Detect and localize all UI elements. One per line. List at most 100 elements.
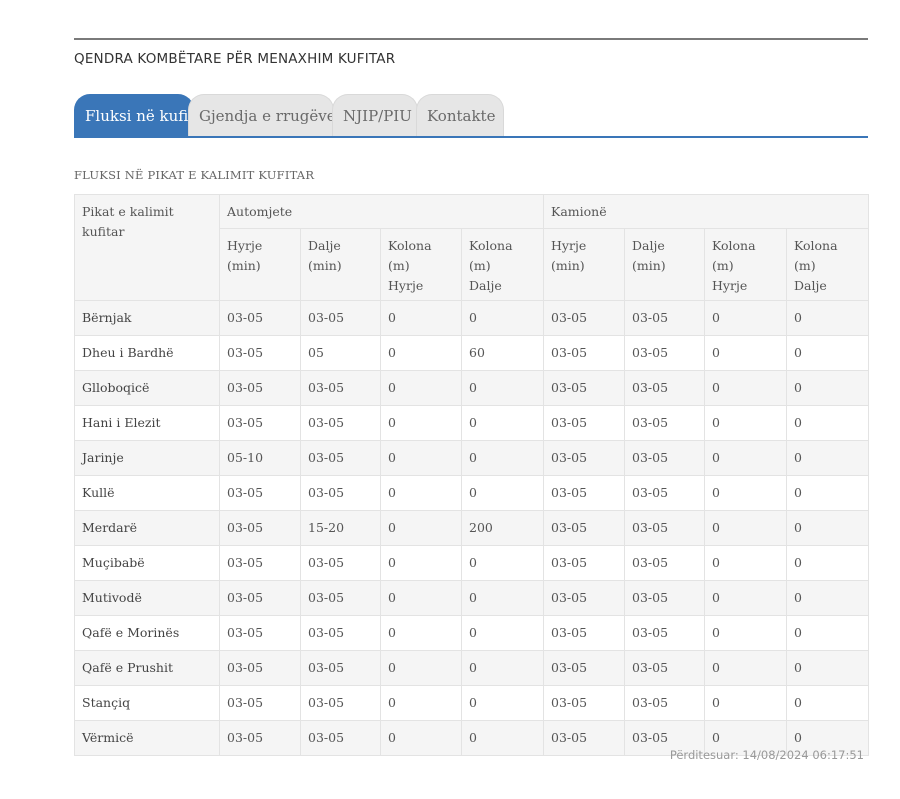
table-cell: 03-05 bbox=[624, 650, 705, 686]
table-cell: 03-05 bbox=[543, 405, 625, 441]
column-header: Dalje (min) bbox=[624, 228, 705, 301]
table-cell: 0 bbox=[461, 475, 544, 511]
table-row: Bërnjak 03-05 03-05 0 0 03-05 03-05 0 0 bbox=[74, 300, 869, 336]
table-cell: 0 bbox=[704, 615, 787, 651]
table-cell: 15-20 bbox=[300, 510, 381, 546]
table-cell: 03-05 bbox=[543, 475, 625, 511]
table-cell: 0 bbox=[461, 545, 544, 581]
table-cell: 0 bbox=[786, 335, 869, 371]
table-cell: 0 bbox=[786, 545, 869, 581]
table-row: Qafë e Prushit 03-05 03-05 0 0 03-05 03-05 0 0 bbox=[74, 650, 869, 686]
table-cell: 03-05 bbox=[300, 580, 381, 616]
table-cell: 0 bbox=[786, 370, 869, 406]
table-cell: 0 bbox=[704, 475, 787, 511]
crossing-point-name: Kullë bbox=[74, 475, 220, 511]
table-cell: 0 bbox=[380, 685, 462, 721]
column-header-line: Hyrje bbox=[227, 238, 263, 253]
table-cell: 0 bbox=[380, 720, 462, 756]
table-cell: 03-05 bbox=[300, 650, 381, 686]
group-header-automjete: Automjete bbox=[219, 194, 544, 229]
table-cell: 05-10 bbox=[219, 440, 301, 476]
crossing-point-name: Muçibabë bbox=[74, 545, 220, 581]
column-header: Kolona (m) Hyrje bbox=[380, 228, 462, 301]
table-cell: 0 bbox=[786, 510, 869, 546]
table-cell: 03-05 bbox=[543, 720, 625, 756]
column-header-line: (m) bbox=[794, 258, 816, 273]
table-cell: 0 bbox=[704, 300, 787, 336]
table-cell: 0 bbox=[704, 650, 787, 686]
group-header-kamione: Kamionë bbox=[543, 194, 869, 229]
table-cell: 60 bbox=[461, 335, 544, 371]
table-cell: 0 bbox=[786, 580, 869, 616]
crossing-point-name: Vërmicë bbox=[74, 720, 220, 756]
last-updated: Përditesuar: 14/08/2024 06:17:51 bbox=[669, 748, 864, 762]
table-cell: 03-05 bbox=[624, 580, 705, 616]
table-cell: 03-05 bbox=[219, 405, 301, 441]
crossing-point-name: Glloboqicë bbox=[74, 370, 220, 406]
column-header: Kolona (m) Dalje bbox=[461, 228, 544, 301]
table-cell: 0 bbox=[704, 545, 787, 581]
column-header: Hyrje (min) bbox=[543, 228, 625, 301]
column-header-line: Dalje bbox=[794, 278, 827, 293]
table-cell: 0 bbox=[380, 510, 462, 546]
table-cell: 03-05 bbox=[543, 510, 625, 546]
section-title: FLUKSI NË PIKAT E KALIMIT KUFITAR bbox=[74, 168, 315, 182]
column-header: Kolona (m) Hyrje bbox=[704, 228, 787, 301]
table-cell: 0 bbox=[786, 405, 869, 441]
crossing-point-name: Mutivodë bbox=[74, 580, 220, 616]
table-cell: 0 bbox=[461, 685, 544, 721]
column-header-line: (min) bbox=[308, 258, 342, 273]
table-cell: 0 bbox=[786, 300, 869, 336]
column-header: Hyrje (min) bbox=[219, 228, 301, 301]
table-cell: 0 bbox=[380, 440, 462, 476]
column-header-line: (min) bbox=[632, 258, 666, 273]
table-cell: 05 bbox=[300, 335, 381, 371]
column-header-line: (m) bbox=[388, 258, 410, 273]
tab-label: Kontakte bbox=[427, 107, 496, 125]
table-cell: 0 bbox=[704, 335, 787, 371]
table-cell: 03-05 bbox=[300, 545, 381, 581]
table-cell: 0 bbox=[461, 615, 544, 651]
table-cell: 03-05 bbox=[624, 615, 705, 651]
table-cell: 03-05 bbox=[624, 475, 705, 511]
table-row: Merdarë 03-05 15-20 0 200 03-05 03-05 0 0 bbox=[74, 510, 869, 546]
tab-bar: Fluksi në kufi Gjendja e rrugëve NJIP/PI… bbox=[74, 94, 868, 136]
table-cell: 0 bbox=[704, 405, 787, 441]
table-row: Hani i Elezit 03-05 03-05 0 0 03-05 03-05 0 0 bbox=[74, 405, 869, 441]
table-cell: 03-05 bbox=[219, 510, 301, 546]
table-cell: 0 bbox=[380, 300, 462, 336]
table-cell: 03-05 bbox=[219, 545, 301, 581]
crossing-point-name: Stançiq bbox=[74, 685, 220, 721]
table-cell: 0 bbox=[380, 370, 462, 406]
tab-fluksi-ne-kufi[interactable]: Fluksi në kufi bbox=[74, 94, 194, 136]
table-cell: 03-05 bbox=[219, 685, 301, 721]
crossing-point-name: Qafë e Prushit bbox=[74, 650, 220, 686]
table-cell: 0 bbox=[461, 405, 544, 441]
table-cell: 03-05 bbox=[624, 335, 705, 371]
table-cell: 0 bbox=[704, 440, 787, 476]
tab-kontakte[interactable]: Kontakte bbox=[416, 94, 504, 136]
table-cell: 0 bbox=[704, 720, 787, 756]
table-cell: 03-05 bbox=[624, 685, 705, 721]
table-row: Glloboqicë 03-05 03-05 0 0 03-05 03-05 0 0 bbox=[74, 370, 869, 406]
table-cell: 03-05 bbox=[543, 335, 625, 371]
table-cell: 03-05 bbox=[219, 300, 301, 336]
table-cell: 03-05 bbox=[543, 685, 625, 721]
table-cell: 03-05 bbox=[300, 405, 381, 441]
tab-gjendja-e-rrugeve[interactable]: Gjendja e rrugëve bbox=[188, 94, 334, 136]
table-cell: 03-05 bbox=[543, 370, 625, 406]
table-cell: 03-05 bbox=[543, 545, 625, 581]
table-cell: 0 bbox=[380, 580, 462, 616]
crossing-point-name: Merdarë bbox=[74, 510, 220, 546]
table-cell: 03-05 bbox=[219, 335, 301, 371]
top-divider bbox=[74, 38, 868, 40]
table-cell: 03-05 bbox=[219, 580, 301, 616]
tab-njip-piu[interactable]: NJIP/PIU bbox=[332, 94, 418, 136]
table-cell: 03-05 bbox=[300, 440, 381, 476]
table-cell: 03-05 bbox=[300, 475, 381, 511]
table-row: Dheu i Bardhë 03-05 05 0 60 03-05 03-05 0 0 bbox=[74, 335, 869, 371]
site-title: QENDRA KOMBËTARE PËR MENAXHIM KUFITAR bbox=[74, 51, 396, 67]
column-header-line: Hyrje bbox=[712, 278, 748, 293]
crossing-point-name: Qafë e Morinës bbox=[74, 615, 220, 651]
